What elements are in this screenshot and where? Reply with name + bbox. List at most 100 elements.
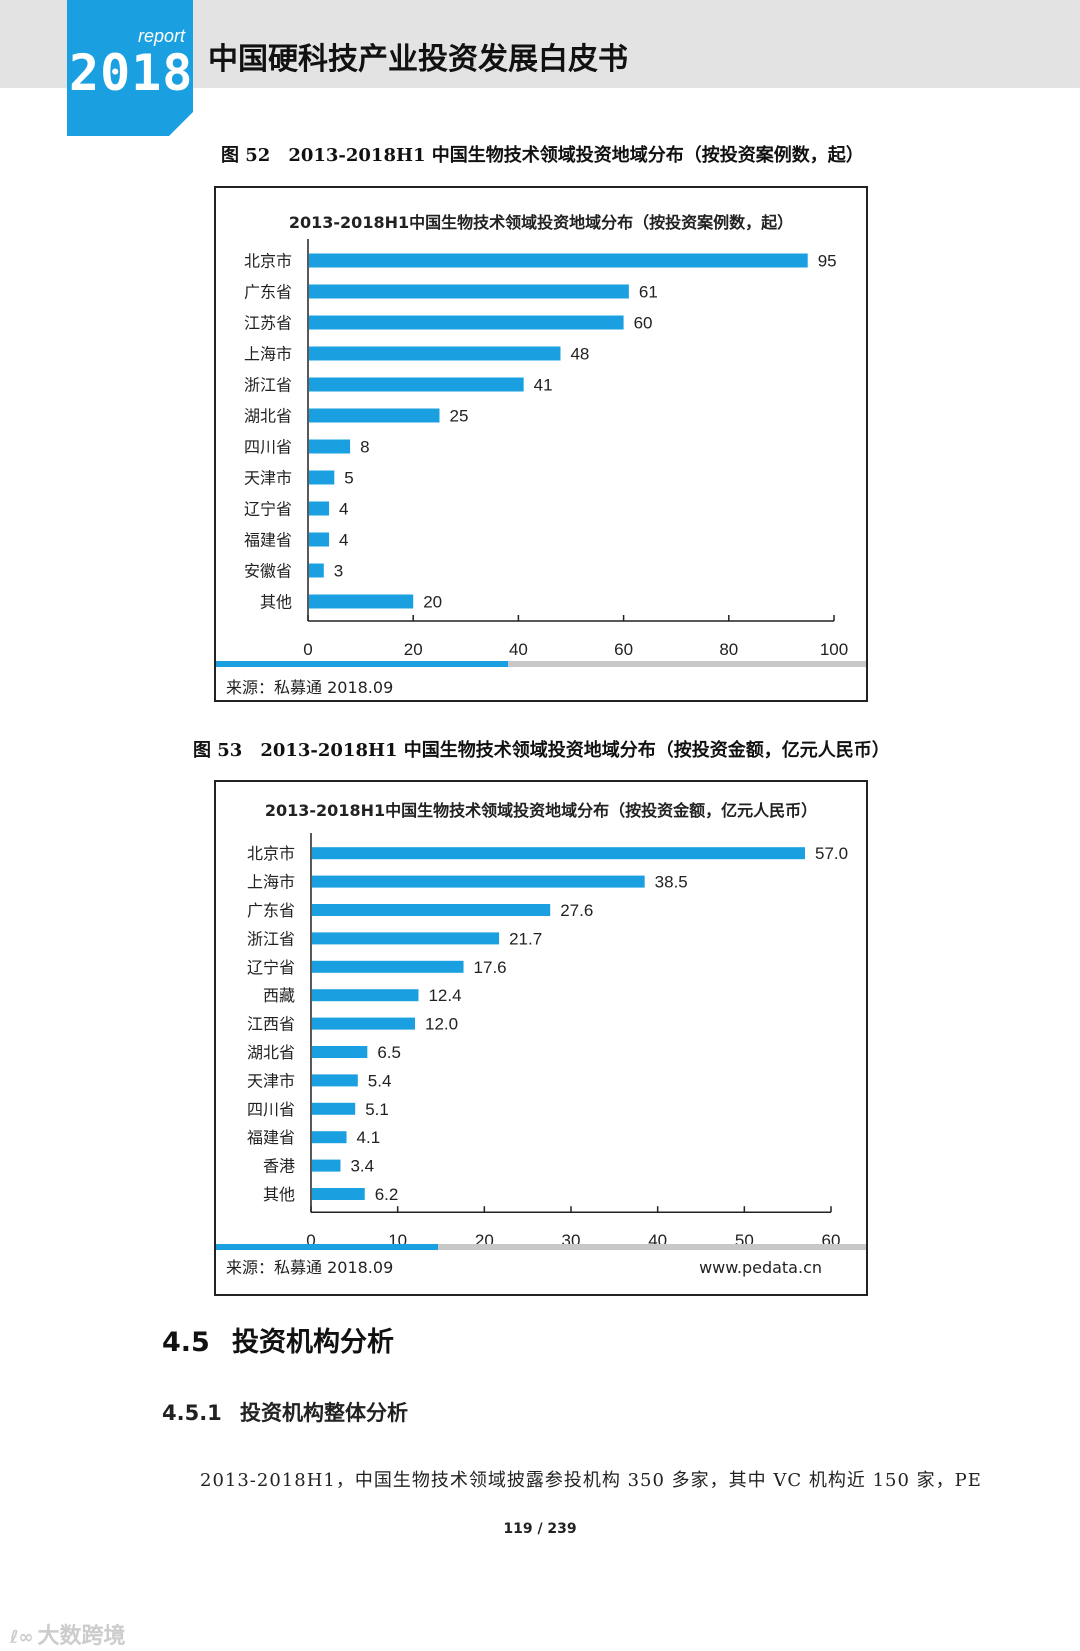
value-label: 3.4	[350, 1157, 374, 1176]
figure-52-caption: 图 52 2013-2018H1 中国生物技术领域投资地域分布（按投资案例数，起…	[221, 145, 864, 166]
category-label: 北京市	[244, 252, 292, 271]
value-label: 4.1	[357, 1128, 381, 1147]
value-label: 6.5	[377, 1043, 401, 1062]
category-label: 湖北省	[244, 407, 292, 426]
subsection-number: 4.5.1	[162, 1401, 222, 1425]
section-number: 4.5	[162, 1327, 210, 1358]
chart-53-website: www.pedata.cn	[699, 1258, 822, 1277]
value-label: 4	[339, 531, 348, 550]
subsection-title: 投资机构整体分析	[240, 1401, 408, 1425]
x-tick-label: 80	[719, 640, 738, 659]
category-label: 浙江省	[244, 376, 292, 395]
chart-52-source: 来源：私募通 2018.09	[226, 678, 393, 697]
chart-52-title: 2013-2018H1中国生物技术领域投资地域分布（按投资案例数，起）	[289, 213, 793, 232]
bar	[312, 989, 419, 1002]
bar	[309, 470, 335, 485]
bar	[312, 1188, 365, 1200]
category-label: 江苏省	[244, 314, 292, 333]
logo-report-text: report	[137, 26, 185, 46]
value-label: 5.4	[368, 1071, 392, 1090]
category-label: 天津市	[247, 1071, 295, 1090]
watermark-logo-icon: ℓ∞	[10, 1627, 34, 1648]
bar	[312, 1074, 358, 1087]
value-label: 17.6	[474, 958, 507, 977]
bar	[312, 960, 464, 973]
bar	[309, 532, 330, 547]
bar	[309, 253, 808, 268]
value-label: 60	[634, 314, 653, 333]
category-label: 福建省	[247, 1128, 295, 1147]
category-label: 福建省	[244, 531, 292, 550]
category-label: 其他	[260, 593, 292, 612]
category-label: 湖北省	[247, 1043, 295, 1062]
x-tick-label: 20	[404, 640, 423, 659]
value-label: 6.2	[375, 1185, 399, 1204]
section-heading-4-5: 4.5 投资机构分析	[162, 1320, 394, 1359]
bar	[309, 284, 629, 299]
value-label: 5.1	[365, 1100, 389, 1119]
value-label: 95	[818, 252, 837, 271]
bar	[309, 439, 351, 454]
bar	[309, 346, 561, 361]
category-label: 四川省	[244, 438, 292, 457]
chart-52-divider-accent	[216, 661, 508, 667]
value-label: 12.4	[428, 986, 461, 1005]
bar	[312, 1131, 347, 1144]
chart-53: 2013-2018H1中国生物技术领域投资地域分布（按投资金额，亿元人民币） 北…	[216, 801, 866, 1277]
value-label: 38.5	[655, 873, 688, 892]
value-label: 3	[334, 562, 343, 581]
chart-52-divider	[216, 661, 866, 667]
page-number: 119 / 239	[503, 1521, 577, 1537]
report-title: 中国硬科技产业投资发展白皮书	[208, 42, 628, 77]
category-label: 上海市	[244, 345, 292, 364]
value-label: 5	[344, 469, 353, 488]
value-label: 27.6	[560, 901, 593, 920]
bar	[312, 875, 645, 888]
chart-53-source: 来源：私募通 2018.09	[226, 1258, 393, 1277]
category-label: 江西省	[247, 1015, 295, 1034]
report-logo: report 2018	[67, 0, 193, 136]
category-label: 辽宁省	[247, 958, 295, 977]
category-label: 辽宁省	[244, 500, 292, 519]
category-label: 香港	[263, 1157, 295, 1176]
bar	[309, 501, 330, 516]
value-label: 4	[339, 500, 348, 519]
x-tick-label: 100	[820, 640, 848, 659]
subsection-heading-4-5-1: 4.5.1 投资机构整体分析	[162, 1397, 408, 1427]
bar	[312, 1102, 356, 1115]
value-label: 61	[639, 283, 658, 302]
x-tick-label: 40	[509, 640, 528, 659]
bar	[309, 594, 414, 609]
x-tick-label: 0	[303, 640, 312, 659]
chart-53-divider	[216, 1244, 866, 1250]
value-label: 8	[360, 438, 369, 457]
category-label: 上海市	[247, 873, 295, 892]
bar	[309, 315, 624, 330]
bar	[312, 932, 500, 945]
value-label: 57.0	[815, 844, 848, 863]
figure-53-caption: 图 53 2013-2018H1 中国生物技术领域投资地域分布（按投资金额，亿元…	[193, 740, 890, 761]
bar	[312, 847, 805, 860]
x-tick-label: 0	[306, 1231, 315, 1250]
bar	[309, 377, 524, 392]
bar	[312, 1159, 341, 1172]
logo-fold-corner	[169, 112, 193, 136]
chart-53-title: 2013-2018H1中国生物技术领域投资地域分布（按投资金额，亿元人民币）	[265, 801, 817, 820]
value-label: 12.0	[425, 1015, 458, 1034]
chart-52: 2013-2018H1中国生物技术领域投资地域分布（按投资案例数，起） 北京市 9…	[216, 213, 866, 697]
category-label: 四川省	[247, 1100, 295, 1119]
section-title: 投资机构分析	[232, 1327, 394, 1358]
value-label: 21.7	[509, 929, 542, 948]
bar	[312, 1017, 415, 1030]
logo-year: 2018	[69, 44, 193, 102]
x-tick-label: 60	[614, 640, 633, 659]
watermark: ℓ∞ 大数跨境	[10, 1618, 126, 1650]
chart-53-frame: 2013-2018H1中国生物技术领域投资地域分布（按投资金额，亿元人民币） 北…	[214, 780, 868, 1296]
bar	[309, 563, 324, 578]
category-label: 北京市	[247, 844, 295, 863]
value-label: 41	[534, 376, 553, 395]
watermark-text: 大数跨境	[37, 1624, 126, 1649]
chart-52-frame: 2013-2018H1中国生物技术领域投资地域分布（按投资案例数，起） 北京市 9…	[214, 186, 868, 702]
category-label: 广东省	[247, 901, 295, 920]
value-label: 48	[570, 345, 589, 364]
